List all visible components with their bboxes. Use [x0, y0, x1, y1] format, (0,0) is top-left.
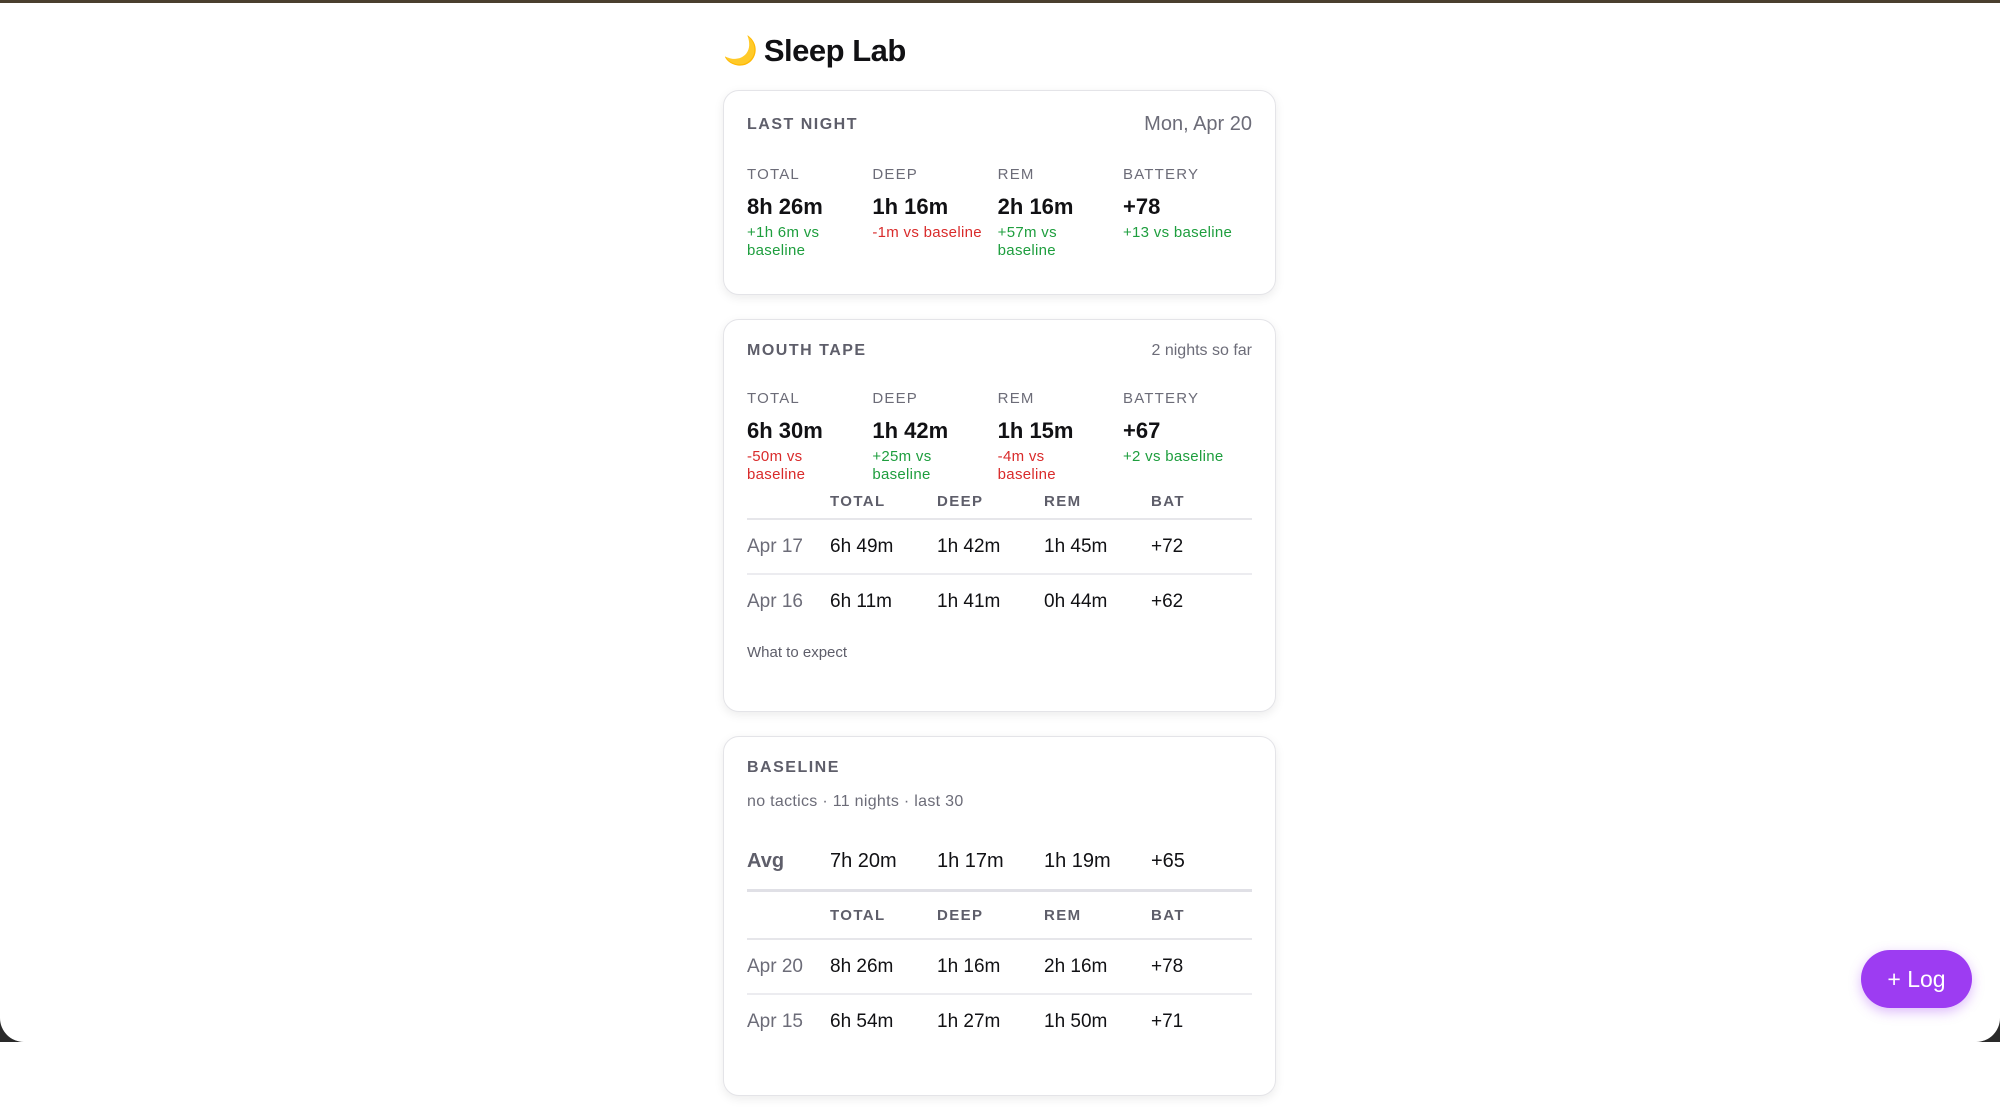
row-bat: +78	[1151, 955, 1184, 977]
stat-delta: +13 vs baseline	[1122, 224, 1233, 241]
row-total: 6h 49m	[830, 535, 894, 557]
row-bat: +72	[1151, 535, 1184, 557]
row-rem: 1h 50m	[1044, 1010, 1108, 1032]
stat-label: TOTAL	[747, 390, 800, 407]
card-title: BASELINE	[747, 759, 840, 776]
stat-label: TOTAL	[747, 166, 800, 183]
stat-total: TOTAL 8h 26m +1h 6m vs baseline	[747, 166, 872, 260]
stat-value: 6h 30m	[747, 418, 823, 443]
card-title: LAST NIGHT	[747, 115, 858, 133]
stat-deep: DEEP 1h 42m +25m vs baseline	[872, 390, 997, 484]
stat-delta: -1m vs baseline	[872, 224, 982, 241]
card-header: LAST NIGHT Mon, Apr 20	[747, 113, 1252, 136]
baseline-subtitle: no tactics · 11 nights · last 30	[747, 793, 964, 810]
row-rem: 1h 45m	[1044, 535, 1108, 557]
row-date: Apr 17	[747, 535, 803, 557]
column-header-total: TOTAL	[830, 906, 886, 924]
stat-delta: -4m vs baseline	[997, 448, 1056, 483]
stat-rem: REM 1h 15m -4m vs baseline	[998, 390, 1123, 484]
stats-grid: TOTAL 8h 26m +1h 6m vs baseline DEEP 1h …	[747, 166, 1252, 260]
stat-battery: BATTERY +67 +2 vs baseline	[1123, 390, 1252, 484]
window-corner	[1970, 1012, 2000, 1042]
stat-rem: REM 2h 16m +57m vs baseline	[998, 166, 1123, 260]
stat-delta: +1h 6m vs baseline	[747, 224, 820, 259]
row-date: Apr 15	[747, 1010, 803, 1032]
row-rem: 0h 44m	[1044, 590, 1108, 612]
stat-value: 1h 16m	[872, 194, 949, 219]
mouth-tape-card[interactable]: MOUTH TAPE 2 nights so far TOTAL 6h 30m …	[723, 319, 1276, 712]
column-header-total: TOTAL	[830, 492, 886, 510]
moon-icon: 🌙	[723, 35, 758, 66]
app-header: 🌙 Sleep Lab	[723, 26, 1276, 76]
table-row: Apr 20 8h 26m 1h 16m 2h 16m +78	[747, 940, 1252, 995]
stat-value: 1h 42m	[872, 418, 949, 443]
window-corner	[0, 1012, 30, 1042]
stat-value: +78	[1122, 194, 1161, 219]
stat-label: BATTERY	[1122, 390, 1200, 407]
average-row: Avg 7h 20m 1h 17m 1h 19m +65	[747, 833, 1252, 892]
row-total: 8h 26m	[830, 955, 894, 977]
stat-label: REM	[997, 166, 1035, 183]
stat-total: TOTAL 6h 30m -50m vs baseline	[747, 390, 872, 484]
stat-battery: BATTERY +78 +13 vs baseline	[1123, 166, 1252, 260]
window-top-border	[0, 0, 2000, 3]
stat-value: 8h 26m	[747, 194, 823, 219]
stat-delta: -50m vs baseline	[747, 448, 806, 483]
row-date: Apr 16	[747, 590, 803, 612]
night-date: Mon, Apr 20	[1144, 113, 1252, 135]
column-header-rem: REM	[1044, 492, 1082, 510]
row-bat: +62	[1151, 590, 1184, 612]
avg-total: 7h 20m	[830, 849, 897, 872]
log-button[interactable]: + Log	[1861, 950, 1972, 1008]
avg-bat: +65	[1151, 849, 1185, 872]
row-total: 6h 54m	[830, 1010, 894, 1032]
nights-count: 2 nights so far	[1151, 342, 1253, 359]
stats-grid: TOTAL 6h 30m -50m vs baseline DEEP 1h 42…	[747, 390, 1252, 484]
column-header-bat: BAT	[1151, 492, 1185, 510]
stat-delta: +57m vs baseline	[997, 224, 1057, 259]
table-row: Apr 16 6h 11m 1h 41m 0h 44m +62	[747, 575, 1252, 628]
row-deep: 1h 27m	[937, 1010, 1001, 1032]
row-deep: 1h 41m	[937, 590, 1001, 612]
row-date: Apr 20	[747, 955, 803, 977]
stat-value: 2h 16m	[997, 194, 1074, 219]
row-rem: 2h 16m	[1044, 955, 1108, 977]
avg-label: Avg	[747, 849, 785, 872]
table-row: Apr 15 6h 54m 1h 27m 1h 50m +71	[747, 995, 1252, 1048]
app-title: Sleep Lab	[763, 33, 906, 68]
stat-label: DEEP	[872, 166, 918, 183]
card-title: MOUTH TAPE	[747, 342, 867, 359]
row-bat: +71	[1151, 1010, 1184, 1032]
row-deep: 1h 16m	[937, 955, 1001, 977]
column-header-deep: DEEP	[937, 492, 984, 510]
stat-delta: +25m vs baseline	[872, 448, 932, 483]
stat-label: DEEP	[872, 390, 918, 407]
card-header: MOUTH TAPE 2 nights so far	[747, 342, 1252, 360]
baseline-card: BASELINE no tactics · 11 nights · last 3…	[723, 736, 1276, 1096]
table-row: Apr 17 6h 49m 1h 42m 1h 45m +72	[747, 520, 1252, 575]
column-header-deep: DEEP	[937, 906, 984, 924]
stat-label: REM	[997, 390, 1035, 407]
row-total: 6h 11m	[830, 590, 892, 612]
column-header-rem: REM	[1044, 906, 1082, 924]
card-header: BASELINE	[747, 759, 1252, 777]
row-deep: 1h 42m	[937, 535, 1001, 557]
main-content: 🌙 Sleep Lab LAST NIGHT Mon, Apr 20 TOTAL…	[723, 26, 1276, 1120]
last-night-card: LAST NIGHT Mon, Apr 20 TOTAL 8h 26m +1h …	[723, 90, 1276, 295]
avg-rem: 1h 19m	[1044, 849, 1111, 872]
table-header: TOTAL DEEP REM BAT	[747, 892, 1252, 940]
stat-delta: +2 vs baseline	[1122, 448, 1224, 465]
stat-deep: DEEP 1h 16m -1m vs baseline	[872, 166, 997, 260]
avg-deep: 1h 17m	[937, 849, 1004, 872]
what-to-expect-link[interactable]: What to expect	[747, 644, 848, 661]
table-header: TOTAL DEEP REM BAT	[747, 484, 1252, 520]
stat-label: BATTERY	[1122, 166, 1200, 183]
column-header-bat: BAT	[1151, 906, 1185, 924]
stat-value: 1h 15m	[997, 418, 1074, 443]
stat-value: +67	[1122, 418, 1161, 443]
